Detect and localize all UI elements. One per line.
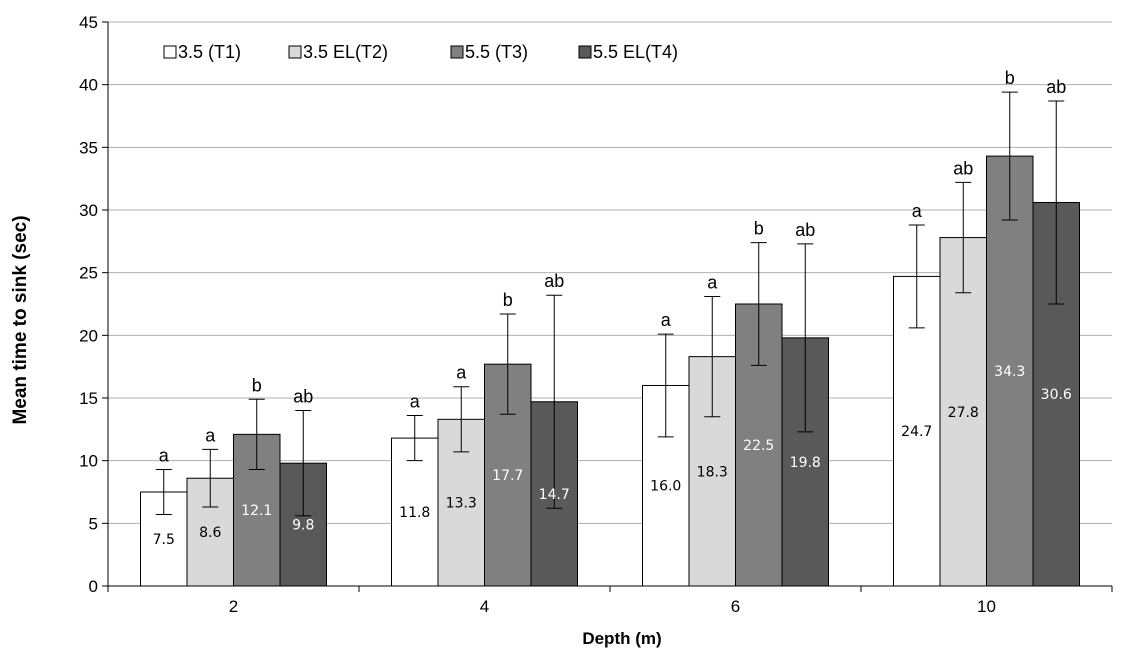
data-label: 7.5 <box>153 532 175 548</box>
significance-label: ab <box>795 220 815 240</box>
data-label: 30.6 <box>1041 387 1072 403</box>
y-tick-label: 0 <box>89 577 98 596</box>
data-label: 22.5 <box>743 438 774 454</box>
x-tick-label: 10 <box>977 597 996 616</box>
y-tick-label: 10 <box>79 452 98 471</box>
legend-swatch <box>450 45 464 59</box>
y-tick-label: 40 <box>79 76 98 95</box>
data-label: 16.0 <box>650 479 681 495</box>
legend: 3.5 (T1) 3.5 EL(T2) 5.5 (T3) 5.5 EL(T4) <box>163 42 678 62</box>
legend-label: 5.5 (T3) <box>465 42 528 62</box>
y-tick-label: 5 <box>89 514 98 533</box>
legend-swatch <box>288 45 302 59</box>
x-tick-label: 2 <box>229 597 238 616</box>
data-label: 11.8 <box>399 505 430 521</box>
significance-label: ab <box>953 158 973 178</box>
bar <box>279 462 327 587</box>
y-tick-label: 15 <box>79 389 98 408</box>
significance-label: a <box>456 363 467 383</box>
data-label: 24.7 <box>901 424 932 440</box>
significance-label: ab <box>1046 77 1066 97</box>
y-tick-label: 30 <box>79 201 98 220</box>
significance-label: ab <box>293 387 313 407</box>
y-tick-label: 45 <box>79 13 98 32</box>
legend-label: 3.5 EL(T2) <box>303 42 388 62</box>
data-label: 19.8 <box>790 455 821 471</box>
data-label: 34.3 <box>994 364 1025 380</box>
significance-label: a <box>410 392 421 412</box>
legend-swatch <box>578 45 592 59</box>
x-axis-title: Depth (m) <box>582 629 661 648</box>
significance-label: b <box>252 375 262 395</box>
significance-label: b <box>754 219 764 239</box>
y-tick-label: 25 <box>79 264 98 283</box>
x-tick-label: 4 <box>480 597 489 616</box>
data-label: 8.6 <box>199 525 221 541</box>
x-tick-label: 6 <box>731 597 740 616</box>
data-label: 9.8 <box>292 518 314 534</box>
data-label: 27.8 <box>948 405 979 421</box>
data-label: 18.3 <box>697 464 728 480</box>
legend-label: 5.5 EL(T4) <box>593 42 678 62</box>
significance-label: b <box>1005 68 1015 88</box>
significance-label: a <box>205 425 216 445</box>
significance-label: a <box>912 201 923 221</box>
bars <box>140 155 1080 587</box>
significance-label: ab <box>544 271 564 291</box>
labels: a 7.5 a 11.8 a 16.0 a 24.7 a 8.6 a 13.3 a 18.3 ab 27.8 b… <box>153 68 1072 548</box>
significance-label: a <box>707 272 718 292</box>
significance-label: b <box>503 290 513 310</box>
significance-label: a <box>159 445 170 465</box>
axes: 0 5 10 15 20 25 30 35 40 45 2 4 6 10 <box>79 13 1113 616</box>
bar <box>939 237 987 587</box>
legend-label: 3.5 (T1) <box>178 42 241 62</box>
data-label: 17.7 <box>492 468 523 484</box>
legend-swatch <box>163 45 177 59</box>
y-tick-label: 35 <box>79 138 98 157</box>
data-label: 14.7 <box>539 487 570 503</box>
significance-label: a <box>661 310 672 330</box>
y-tick-label: 20 <box>79 326 98 345</box>
data-label: 12.1 <box>241 503 272 519</box>
y-axis-title: Mean time to sink (sec) <box>10 215 31 424</box>
data-label: 13.3 <box>446 496 477 512</box>
